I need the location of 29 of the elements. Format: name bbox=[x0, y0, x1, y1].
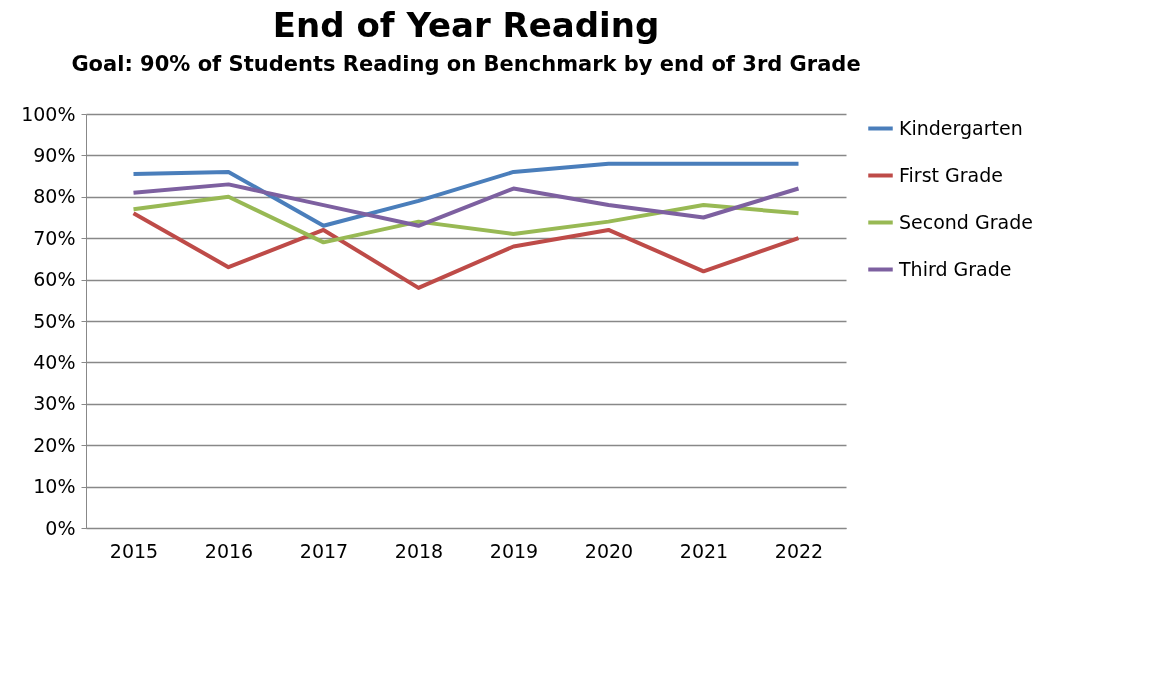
y-tick-label: 0% bbox=[45, 516, 76, 539]
y-tick-label: 90% bbox=[33, 143, 76, 166]
legend-label: Kindergarten bbox=[899, 116, 1023, 139]
legend-label: Third Grade bbox=[898, 257, 1012, 280]
x-tick-label: 2015 bbox=[109, 539, 159, 562]
x-tick-label: 2019 bbox=[489, 539, 539, 562]
y-tick-label: 80% bbox=[33, 185, 76, 208]
y-tick-label: 20% bbox=[33, 433, 76, 456]
y-tick-label: 100% bbox=[21, 102, 76, 125]
x-tick-label: 2017 bbox=[299, 539, 349, 562]
x-tick-label: 2022 bbox=[774, 539, 824, 562]
x-tick-label: 2016 bbox=[204, 539, 254, 562]
y-tick-label: 40% bbox=[33, 350, 76, 373]
line-series bbox=[131, 211, 801, 290]
line-series bbox=[131, 182, 801, 228]
y-tick-label: 70% bbox=[33, 226, 76, 249]
x-tick-label: 2021 bbox=[679, 539, 729, 562]
x-tick-label: 2020 bbox=[584, 539, 634, 562]
legend-label: Second Grade bbox=[899, 210, 1033, 233]
chart-subtitle: Goal: 90% of Students Reading on Benchmark by end of 3rd Grade bbox=[71, 52, 861, 76]
legend-label: First Grade bbox=[899, 163, 1003, 186]
y-tick-label: 10% bbox=[33, 475, 76, 498]
y-tick-label: 50% bbox=[33, 309, 76, 332]
y-tick-label: 30% bbox=[33, 392, 76, 415]
x-tick-label: 2018 bbox=[394, 539, 444, 562]
chart-title: End of Year Reading bbox=[272, 5, 660, 45]
y-tick-label: 60% bbox=[33, 268, 76, 291]
line-series bbox=[131, 161, 801, 228]
line-series bbox=[131, 194, 801, 245]
